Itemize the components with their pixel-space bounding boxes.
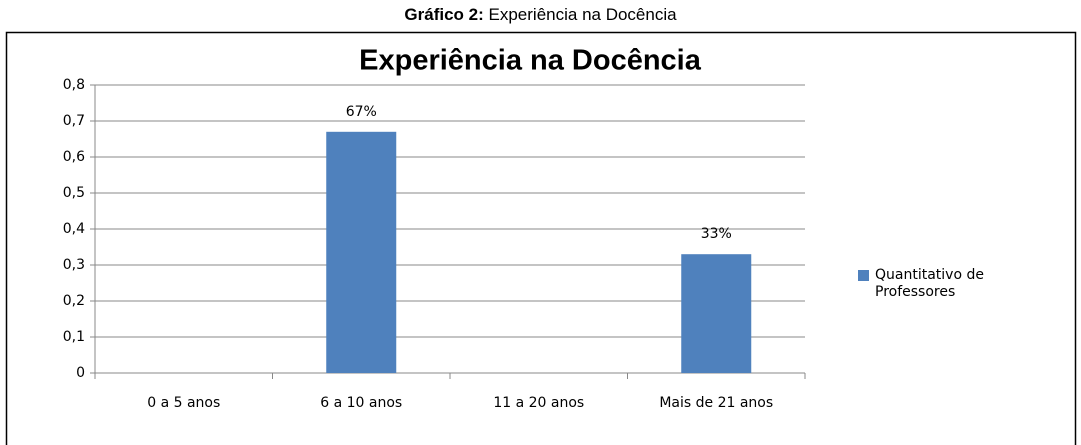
x-tick-label-box: 6 a 10 anos — [320, 395, 403, 411]
x-tick-label-box: 0 a 5 anos — [147, 395, 221, 411]
y-tick-label: 0,8 — [63, 77, 85, 93]
data-label: 33% — [701, 226, 732, 242]
chart-title: Experiência na Docência — [359, 45, 702, 77]
y-tick-label: 0,3 — [63, 257, 85, 273]
y-tick-label: 0 — [76, 365, 85, 381]
caption-label: Gráfico 2: — [404, 5, 484, 24]
x-tick-label-box: 11 a 20 anos — [493, 395, 585, 411]
legend-label: Quantitativo de Professores — [875, 267, 984, 300]
y-tick-label: 0,7 — [63, 113, 85, 129]
x-tick-label: 11 a 20 anos — [493, 395, 585, 411]
bar — [681, 254, 752, 373]
legend-label-box: Quantitativo de Professores — [875, 267, 984, 300]
y-tick-label: 0,5 — [63, 185, 85, 201]
y-tick-label: 0,6 — [63, 149, 85, 165]
x-tick-label-box: Mais de 21 anos — [659, 395, 774, 411]
caption: Gráfico 2: Experiência na Docência — [0, 5, 1081, 25]
data-label: 67% — [346, 104, 377, 120]
x-tick-label: 0 a 5 anos — [147, 395, 221, 411]
bar — [326, 131, 397, 373]
legend-swatch — [858, 270, 869, 281]
x-tick-label: 6 a 10 anos — [320, 395, 403, 411]
y-tick-label: 0,4 — [63, 221, 85, 237]
y-tick-label: 0,2 — [63, 293, 85, 309]
y-tick-label: 0,1 — [63, 329, 85, 345]
x-tick-label: Mais de 21 anos — [659, 395, 774, 411]
chart-border — [5, 31, 1077, 445]
caption-text: Experiência na Docência — [488, 5, 677, 24]
